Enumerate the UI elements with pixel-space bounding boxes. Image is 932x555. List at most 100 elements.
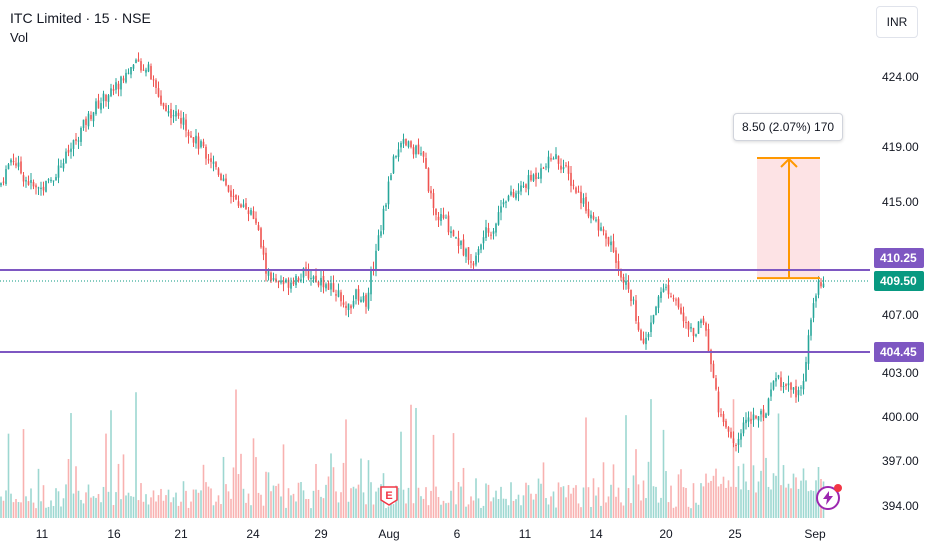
volume-bar bbox=[155, 501, 157, 518]
price-badge-label: 410.25 bbox=[880, 251, 917, 265]
candle-body bbox=[377, 235, 380, 251]
earnings-marker[interactable]: E bbox=[380, 486, 398, 506]
candle-body bbox=[352, 300, 355, 307]
candle-body bbox=[292, 281, 295, 285]
candle-body bbox=[175, 111, 177, 117]
candle-body bbox=[477, 249, 480, 255]
candle-body bbox=[35, 185, 37, 188]
price-badge: 410.25 bbox=[874, 248, 924, 268]
volume-bar bbox=[127, 492, 130, 518]
candle-body bbox=[342, 302, 345, 305]
volume-bar bbox=[395, 485, 397, 518]
volume-bar bbox=[487, 484, 490, 518]
candle-body bbox=[617, 261, 620, 270]
candle-body bbox=[192, 137, 195, 143]
volume-bar bbox=[400, 431, 402, 518]
candle-body bbox=[195, 135, 197, 144]
volume-bar bbox=[305, 499, 307, 518]
volume-bar bbox=[265, 471, 267, 518]
candle-body bbox=[345, 305, 347, 309]
candle-body bbox=[205, 146, 207, 159]
candle-body bbox=[315, 275, 317, 283]
measure-arrow-head-icon bbox=[780, 157, 798, 168]
candle-body bbox=[635, 300, 637, 321]
volume-bar bbox=[185, 490, 187, 518]
candle-body bbox=[52, 180, 55, 182]
candle-body bbox=[277, 281, 280, 283]
volume-bar bbox=[340, 492, 342, 518]
price-axis: 424.00 419.00 415.00 407.00 403.00 400.00 397.… bbox=[882, 70, 919, 513]
volume-bar bbox=[677, 474, 680, 518]
currency-button[interactable]: INR bbox=[876, 6, 918, 38]
candle-body bbox=[247, 210, 250, 215]
volume-bar bbox=[732, 399, 735, 518]
candle-body bbox=[300, 279, 302, 281]
time-axis: 11 16 21 24 29 Aug 6 11 14 20 25 Sep bbox=[36, 527, 826, 541]
volume-bar bbox=[467, 504, 470, 518]
candle-body bbox=[512, 192, 515, 197]
candle-body bbox=[597, 219, 600, 231]
candle-body bbox=[787, 383, 790, 386]
candle-body bbox=[622, 276, 625, 283]
volume-bar bbox=[417, 487, 420, 518]
volume-bar bbox=[50, 500, 52, 518]
volume-bar bbox=[90, 497, 92, 518]
candle-body bbox=[692, 327, 695, 336]
volume-indicator-label[interactable]: Vol bbox=[10, 30, 29, 45]
candle-body bbox=[402, 139, 405, 144]
candle-body bbox=[770, 389, 772, 397]
candle-body bbox=[807, 335, 810, 364]
volume-bar bbox=[255, 457, 257, 518]
volume-bar bbox=[607, 496, 610, 518]
volume-bar bbox=[307, 498, 310, 518]
volume-bar bbox=[605, 502, 607, 518]
candle-body bbox=[160, 95, 162, 105]
candle-body bbox=[702, 318, 705, 323]
candle-body bbox=[15, 163, 17, 166]
volume-bar bbox=[282, 444, 285, 518]
volume-bar bbox=[670, 485, 672, 518]
price-badge-label: 404.45 bbox=[880, 345, 917, 359]
candle-body bbox=[505, 201, 507, 203]
candle-body bbox=[72, 140, 75, 149]
volume-bar bbox=[275, 485, 277, 518]
candle-body bbox=[585, 196, 587, 211]
candle-body bbox=[130, 67, 132, 75]
volume-bar bbox=[585, 417, 587, 518]
symbol-title[interactable]: ITC Limited · 15 · NSE bbox=[10, 10, 151, 26]
volume-bar bbox=[777, 413, 780, 518]
candle-body bbox=[530, 174, 532, 181]
volume-bar bbox=[360, 458, 362, 518]
volume-bar bbox=[410, 404, 412, 518]
volume-bar bbox=[667, 502, 670, 518]
volume-bar bbox=[550, 496, 552, 518]
volume-bar bbox=[520, 505, 522, 518]
candle-body bbox=[125, 72, 127, 83]
volume-bar bbox=[537, 478, 540, 518]
candle-body bbox=[155, 80, 157, 88]
volume-bar bbox=[167, 489, 170, 518]
candle-body bbox=[325, 284, 327, 289]
volume-bar bbox=[650, 399, 652, 518]
candle-body bbox=[687, 322, 690, 330]
volume-bar bbox=[365, 504, 367, 518]
price-tick-label: 397.00 bbox=[882, 454, 919, 468]
volume-bar bbox=[730, 486, 732, 518]
candle-body bbox=[572, 184, 575, 186]
lightning-button[interactable] bbox=[816, 484, 842, 510]
volume-bar bbox=[205, 482, 207, 518]
volume-bar bbox=[147, 504, 150, 518]
volume-bar bbox=[197, 492, 200, 518]
volume-bar bbox=[297, 482, 300, 518]
volume-bar bbox=[560, 487, 562, 518]
volume-bar bbox=[615, 496, 617, 518]
volume-bar bbox=[665, 471, 667, 518]
time-tick-label: 29 bbox=[314, 527, 328, 541]
volume-bar bbox=[22, 429, 25, 518]
candle-body bbox=[207, 159, 210, 161]
volume-bar bbox=[492, 497, 495, 518]
candle-body bbox=[612, 241, 615, 252]
candle-body bbox=[727, 427, 730, 432]
